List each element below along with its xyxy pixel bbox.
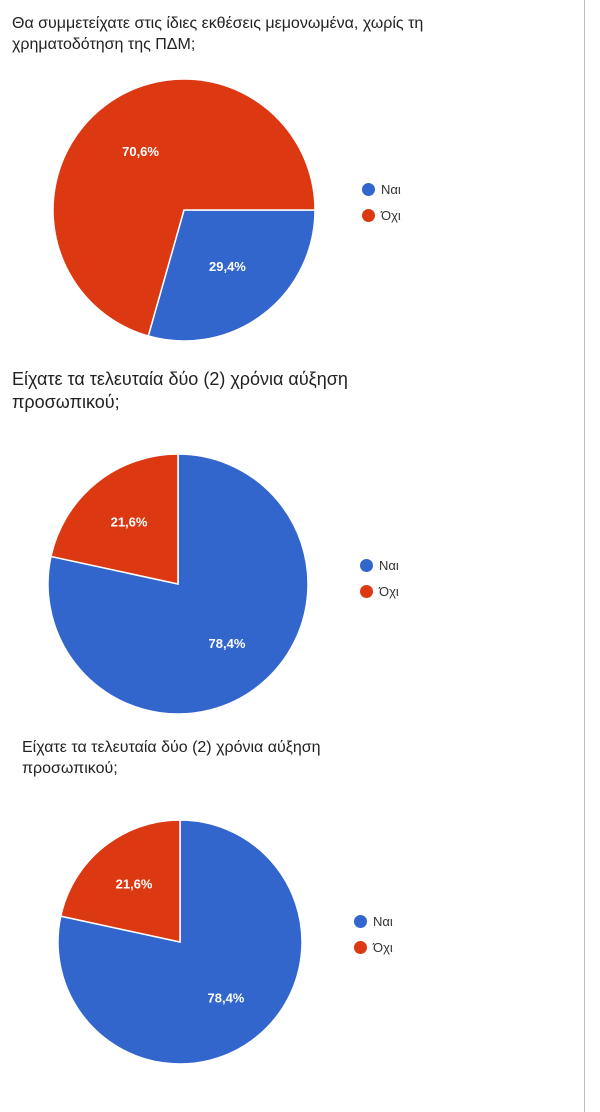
chart-title: Είχατε τα τελευταία δύο (2) χρόνια αύξησ…	[22, 739, 321, 777]
legend-swatch-yes	[360, 558, 373, 572]
legend-item-yes: Ναι	[360, 552, 399, 578]
legend-swatch-yes	[362, 182, 375, 196]
panel-border	[584, 0, 585, 1112]
legend-label-no: Όχι	[373, 939, 393, 955]
legend-swatch-no	[354, 940, 367, 954]
legend-label-yes: Ναι	[381, 181, 401, 197]
pie-slice-no	[50, 453, 179, 585]
legend-swatch-no	[360, 584, 373, 598]
slice-label-no: 21,6%	[116, 876, 153, 891]
chart-panel-1: Θα συμμετείχατε στις ίδιες εκθέσεις μεμο…	[0, 0, 584, 360]
slice-label-yes: 29,4%	[209, 259, 246, 274]
legend-label-no: Όχι	[381, 207, 401, 223]
slice-label-yes: 78,4%	[208, 990, 245, 1005]
slice-label-no: 70,6%	[122, 144, 159, 159]
chart-legend: Ναι Όχι	[360, 552, 399, 604]
slice-label-no: 21,6%	[111, 515, 148, 530]
chart-panel-2: Είχατε τα τελευταία δύο (2) χρόνια αύξησ…	[0, 360, 584, 730]
legend-label-yes: Ναι	[379, 557, 399, 573]
legend-swatch-yes	[354, 914, 367, 928]
pie-chart: 78,4% 21,6%	[57, 819, 303, 1065]
chart-title: Είχατε τα τελευταία δύο (2) χρόνια αύξησ…	[12, 369, 348, 413]
pie-slice-yes	[47, 453, 309, 715]
legend-item-no: Όχι	[362, 202, 401, 228]
pie-slice-no	[59, 819, 181, 943]
legend-item-yes: Ναι	[354, 908, 393, 934]
pie-slice-yes	[147, 209, 316, 342]
legend-item-yes: Ναι	[362, 176, 401, 202]
chart-panel-3: Είχατε τα τελευταία δύο (2) χρόνια αύξησ…	[0, 730, 584, 1112]
legend-item-no: Όχι	[360, 578, 399, 604]
legend-item-no: Όχι	[354, 934, 393, 960]
legend-label-no: Όχι	[379, 583, 399, 599]
chart-legend: Ναι Όχι	[362, 176, 401, 228]
legend-swatch-no	[362, 208, 375, 222]
pie-chart: 78,4% 21,6%	[47, 453, 309, 715]
legend-label-yes: Ναι	[373, 913, 393, 929]
slice-label-yes: 78,4%	[209, 636, 246, 651]
pie-slice-no	[52, 78, 316, 337]
chart-title: Θα συμμετείχατε στις ίδιες εκθέσεις μεμο…	[12, 15, 424, 53]
chart-legend: Ναι Όχι	[354, 908, 393, 960]
pie-chart: 29,4% 70,6%	[52, 78, 316, 342]
